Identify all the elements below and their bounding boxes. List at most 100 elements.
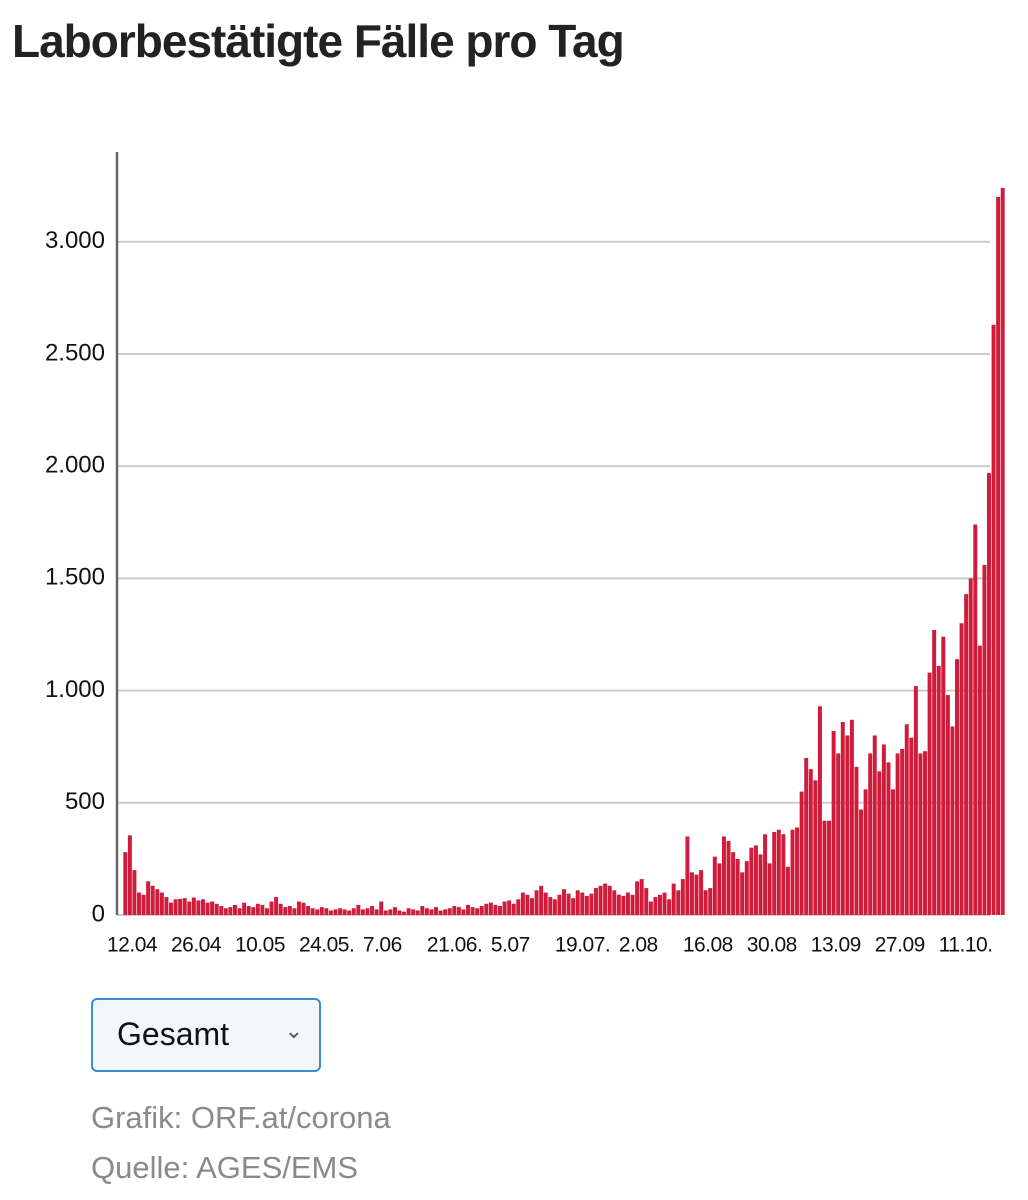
bar — [456, 907, 461, 915]
bar — [411, 909, 416, 915]
bar — [397, 910, 402, 915]
bar — [594, 888, 598, 915]
y-tick-label: 500 — [65, 788, 105, 815]
bar — [913, 686, 918, 915]
bar — [781, 834, 786, 915]
chevron: ⌄ — [284, 1018, 303, 1043]
bar — [904, 724, 909, 915]
bar — [932, 629, 937, 915]
bar — [868, 753, 873, 915]
dropdown-label: Gesamt — [117, 1016, 230, 1052]
bar — [790, 829, 795, 915]
x-tick-label: 27.09 — [875, 934, 925, 957]
x-tick-label: 11.10. — [939, 934, 993, 957]
bar — [292, 908, 297, 915]
x-tick-label: 12.04 — [107, 934, 158, 957]
bar — [685, 836, 690, 915]
y-tick-label: 2.500 — [45, 339, 105, 366]
bar — [680, 879, 685, 915]
bar — [338, 908, 343, 915]
bar — [900, 748, 905, 915]
bar — [895, 753, 900, 915]
bar — [845, 735, 850, 915]
bar — [735, 858, 740, 915]
bar — [607, 885, 612, 915]
bar — [306, 906, 311, 915]
x-tick-label: 2.08 — [619, 934, 658, 957]
bar — [324, 908, 329, 915]
chart-title: Laborbestätigte Fälle pro Tag — [12, 15, 625, 67]
bar — [927, 672, 932, 915]
bar — [461, 909, 466, 915]
bar — [434, 907, 439, 915]
y-tick-label: 3.000 — [45, 227, 105, 254]
bar — [635, 881, 640, 915]
bar — [630, 894, 635, 915]
bar — [123, 852, 128, 915]
y-tick-label: 2.000 — [45, 452, 105, 479]
bar — [132, 870, 137, 915]
bar — [301, 902, 306, 915]
x-tick-label: 5.07 — [491, 934, 530, 957]
x-tick-label: 21.06. — [427, 934, 482, 957]
bar — [991, 324, 996, 915]
x-tick-label: 24.05. — [299, 934, 354, 957]
bar — [662, 892, 667, 915]
y-tick-label: 0 — [92, 900, 105, 927]
bar — [214, 903, 219, 915]
x-tick-label: 13.09 — [811, 934, 861, 957]
bar — [639, 879, 644, 915]
x-tick-label: 16.08 — [683, 934, 733, 957]
bar — [539, 885, 544, 915]
bar — [767, 863, 772, 915]
y-tick-label: 1.000 — [45, 676, 105, 703]
bar — [1000, 187, 1005, 915]
bar — [443, 909, 448, 915]
bar — [621, 895, 626, 915]
bar — [137, 892, 141, 915]
bar — [644, 888, 649, 915]
bar — [415, 910, 420, 915]
bar — [772, 831, 777, 915]
bar — [813, 780, 818, 915]
bar — [763, 834, 768, 915]
bar — [612, 890, 617, 915]
bar — [575, 890, 580, 915]
bar — [232, 904, 237, 915]
bar — [328, 910, 333, 915]
bar — [795, 827, 800, 915]
bar — [758, 854, 763, 915]
bar — [210, 901, 215, 915]
bar — [493, 904, 498, 915]
bar — [859, 809, 864, 915]
bar — [804, 757, 809, 915]
bar — [671, 883, 676, 915]
bar — [950, 726, 955, 915]
bar — [740, 872, 745, 915]
bar — [333, 909, 338, 915]
bar — [936, 665, 941, 915]
bar — [520, 892, 525, 915]
dropdown[interactable]: Gesamt ⌄ — [91, 998, 321, 1072]
bar — [616, 894, 621, 915]
bar — [836, 753, 841, 915]
bar — [264, 908, 269, 915]
bar — [840, 722, 845, 915]
bar — [260, 904, 265, 915]
bar — [571, 898, 576, 915]
bar — [799, 791, 804, 915]
bar — [470, 907, 475, 915]
bar — [479, 906, 484, 915]
bar — [863, 789, 868, 915]
bar — [447, 908, 452, 915]
bar — [945, 695, 950, 915]
bar — [854, 766, 859, 915]
bar — [278, 903, 283, 915]
bar — [429, 909, 434, 915]
bar — [388, 909, 393, 915]
bar — [155, 889, 160, 915]
bar — [562, 889, 566, 915]
bar — [822, 820, 827, 915]
bar — [274, 897, 279, 915]
bar — [452, 906, 457, 915]
